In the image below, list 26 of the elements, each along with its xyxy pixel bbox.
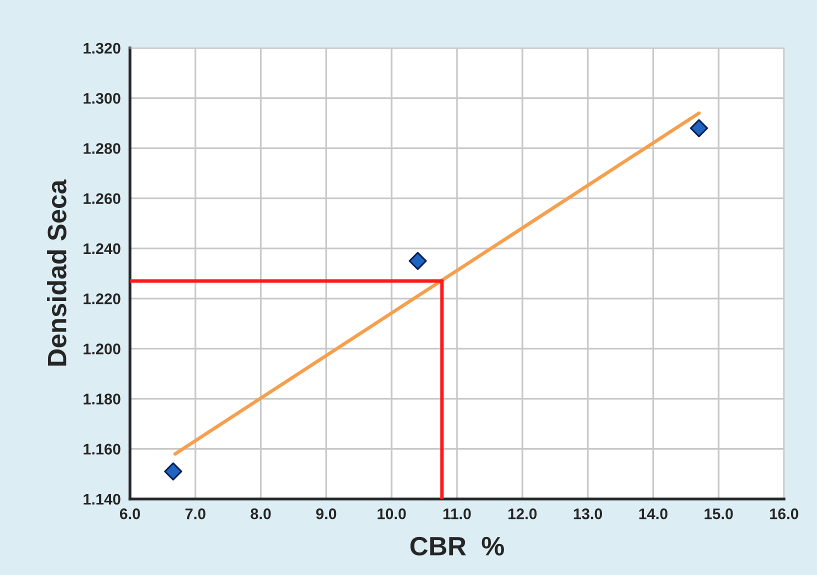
y-tick-label: 1.200 <box>84 344 120 354</box>
x-tick-label: 10.0 <box>378 508 406 520</box>
y-tick-label: 1.240 <box>84 243 120 254</box>
y-tick-label: 1.220 <box>84 293 120 304</box>
y-tick-label: 1.300 <box>84 92 120 104</box>
x-axis-title: CBR % <box>410 536 504 556</box>
point <box>690 119 708 138</box>
x-tick-label: 6.0 <box>120 508 140 520</box>
x-tick-label: 14.0 <box>639 508 668 520</box>
x-tick-label: 12.0 <box>508 508 537 520</box>
x-tick-label: 11.0 <box>444 508 471 520</box>
x-tick-label: 15.0 <box>704 508 733 520</box>
y-axis-title: Densidad Seca <box>47 179 66 366</box>
y-tick-label: 1.260 <box>84 193 120 204</box>
y-tick-label: 1.140 <box>84 494 120 505</box>
point <box>408 252 427 270</box>
y-tick-label: 1.160 <box>84 444 120 455</box>
y-tick-label: 1.320 <box>84 42 120 54</box>
point <box>164 462 182 480</box>
x-tick-label: 16.0 <box>770 508 798 520</box>
x-tick-label: 13.0 <box>574 508 602 520</box>
y-tick-label: 1.180 <box>84 394 120 404</box>
y-tick-label: 1.280 <box>84 143 120 154</box>
x-tick-label: 9.0 <box>316 508 336 520</box>
x-tick-label: 7.0 <box>185 508 206 520</box>
x-tick-label: 8.0 <box>250 508 271 520</box>
